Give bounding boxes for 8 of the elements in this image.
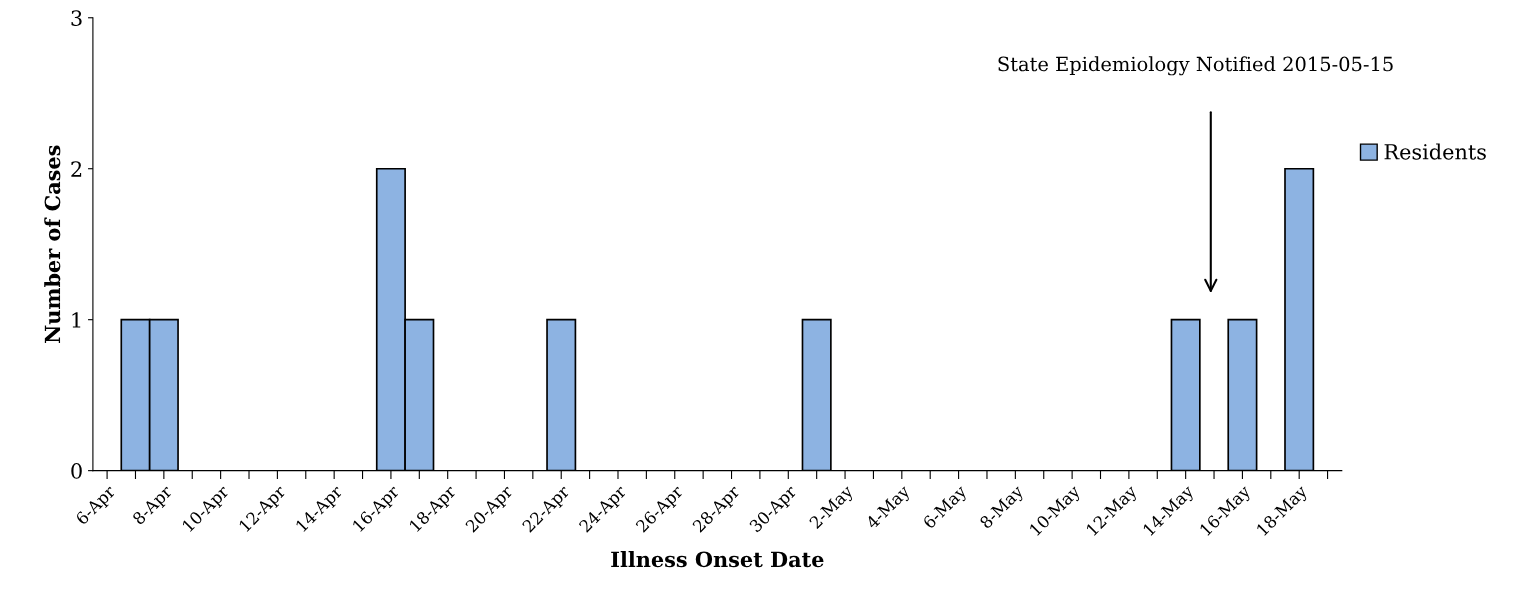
y-tick-label: 3 (71, 10, 82, 26)
x-axis-title: Illness Onset Date (611, 551, 824, 568)
y-tick-label: 0 (71, 463, 82, 479)
y-tick-label: 2 (71, 161, 82, 177)
annotation: State Epidemiology Notified 2015-05-15 (998, 56, 1393, 76)
y-tick-label: 1 (72, 312, 81, 328)
legend-label: Residents (1384, 143, 1486, 160)
y-axis-title: Number of Cases (44, 145, 61, 343)
